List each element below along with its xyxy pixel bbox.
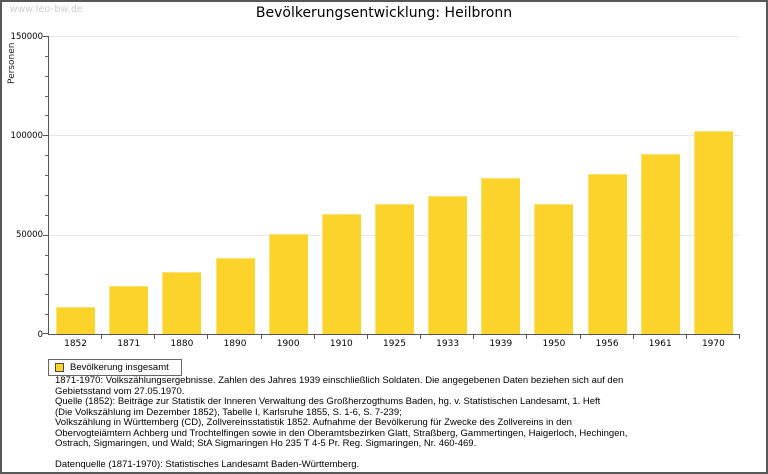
bar-1970	[693, 131, 733, 334]
y-axis-tick-label: 50000	[15, 230, 43, 241]
y-axis-minor-tick	[45, 55, 48, 57]
y-axis-minor-tick	[45, 115, 48, 117]
y-axis-tick-label: 0	[37, 329, 43, 340]
x-axis-tick-label: 1956	[595, 339, 619, 349]
y-axis-minor-tick	[45, 214, 48, 216]
bar-1852	[56, 307, 96, 334]
y-axis-minor-tick	[45, 254, 48, 256]
bar-1910	[321, 213, 361, 334]
bar-1880	[162, 272, 202, 334]
x-axis-tick	[366, 335, 368, 339]
x-axis-tick-label: 1871	[117, 339, 141, 349]
x-axis-tick-label: 1880	[170, 339, 194, 349]
x-axis-tick	[685, 335, 687, 339]
bar-1961	[640, 154, 680, 334]
legend-box: Bevölkerung insgesamt	[48, 359, 182, 376]
bar-1950	[534, 203, 574, 334]
x-axis-tick-label: 1961	[648, 339, 672, 349]
x-axis-tick-label: 1852	[64, 339, 88, 349]
chart-title: Bevölkerungsentwicklung: Heilbronn	[255, 5, 513, 21]
x-axis-tick	[313, 335, 315, 339]
y-axis-major-tick	[43, 135, 48, 137]
x-axis-tick	[632, 335, 634, 339]
y-axis-major-tick	[43, 36, 48, 37]
gridline-100000	[49, 135, 740, 137]
y-axis-minor-tick	[45, 274, 48, 276]
y-axis-minor-tick	[45, 95, 48, 97]
bar-1871	[109, 286, 149, 334]
legend-label: Bevölkerung insgesamt	[70, 362, 169, 373]
x-axis-tick-label: 1970	[701, 339, 725, 349]
y-axis-minor-tick	[45, 155, 48, 157]
x-axis-tick	[101, 335, 103, 339]
y-axis-minor-tick	[45, 175, 48, 177]
x-axis-tick-label: 1910	[329, 339, 353, 349]
y-axis-title: Personen	[7, 42, 17, 84]
x-axis-tick	[526, 335, 528, 339]
x-axis-tick-label: 1900	[276, 339, 300, 349]
x-axis-tick	[739, 335, 740, 339]
y-axis-major-tick	[43, 333, 48, 334]
gridline-150000	[49, 36, 740, 37]
bar-1933	[428, 195, 468, 334]
x-axis-tick	[473, 335, 475, 339]
bar-1925	[375, 203, 414, 334]
x-axis-tick-label: 1950	[542, 339, 566, 349]
x-axis-tick-label: 1925	[383, 339, 406, 349]
bar-1956	[587, 174, 627, 334]
x-axis-tick	[207, 335, 209, 339]
x-axis-tick-label: 1933	[436, 339, 460, 349]
source-footnote: 1871-1970: Volkszählungsergebnisse. Zahl…	[55, 375, 628, 470]
y-axis-minor-tick	[45, 75, 48, 77]
bar-1890	[215, 257, 255, 334]
x-axis-tick	[579, 335, 581, 339]
legend-swatch-icon	[55, 363, 64, 372]
y-axis-minor-tick	[45, 294, 48, 296]
x-axis-tick	[154, 335, 156, 339]
x-axis-tick-label: 1890	[223, 339, 247, 349]
y-axis-minor-tick	[45, 194, 48, 196]
bar-1939	[481, 178, 521, 334]
x-axis-tick	[420, 335, 422, 339]
watermark-url: www.leo-bw.de	[10, 4, 84, 15]
y-axis-tick-label: 100000	[10, 130, 43, 141]
bar-1900	[268, 233, 308, 334]
x-axis-tick	[260, 335, 262, 339]
y-axis-minor-tick	[45, 314, 48, 316]
plot-area: 0 50000 100000 150000 1852 1871 1880 1890 1900 19…	[11, 32, 740, 349]
x-axis-tick-label: 1939	[489, 339, 513, 349]
y-axis-tick-label: 150000	[10, 31, 43, 42]
y-axis-major-tick	[43, 234, 48, 236]
